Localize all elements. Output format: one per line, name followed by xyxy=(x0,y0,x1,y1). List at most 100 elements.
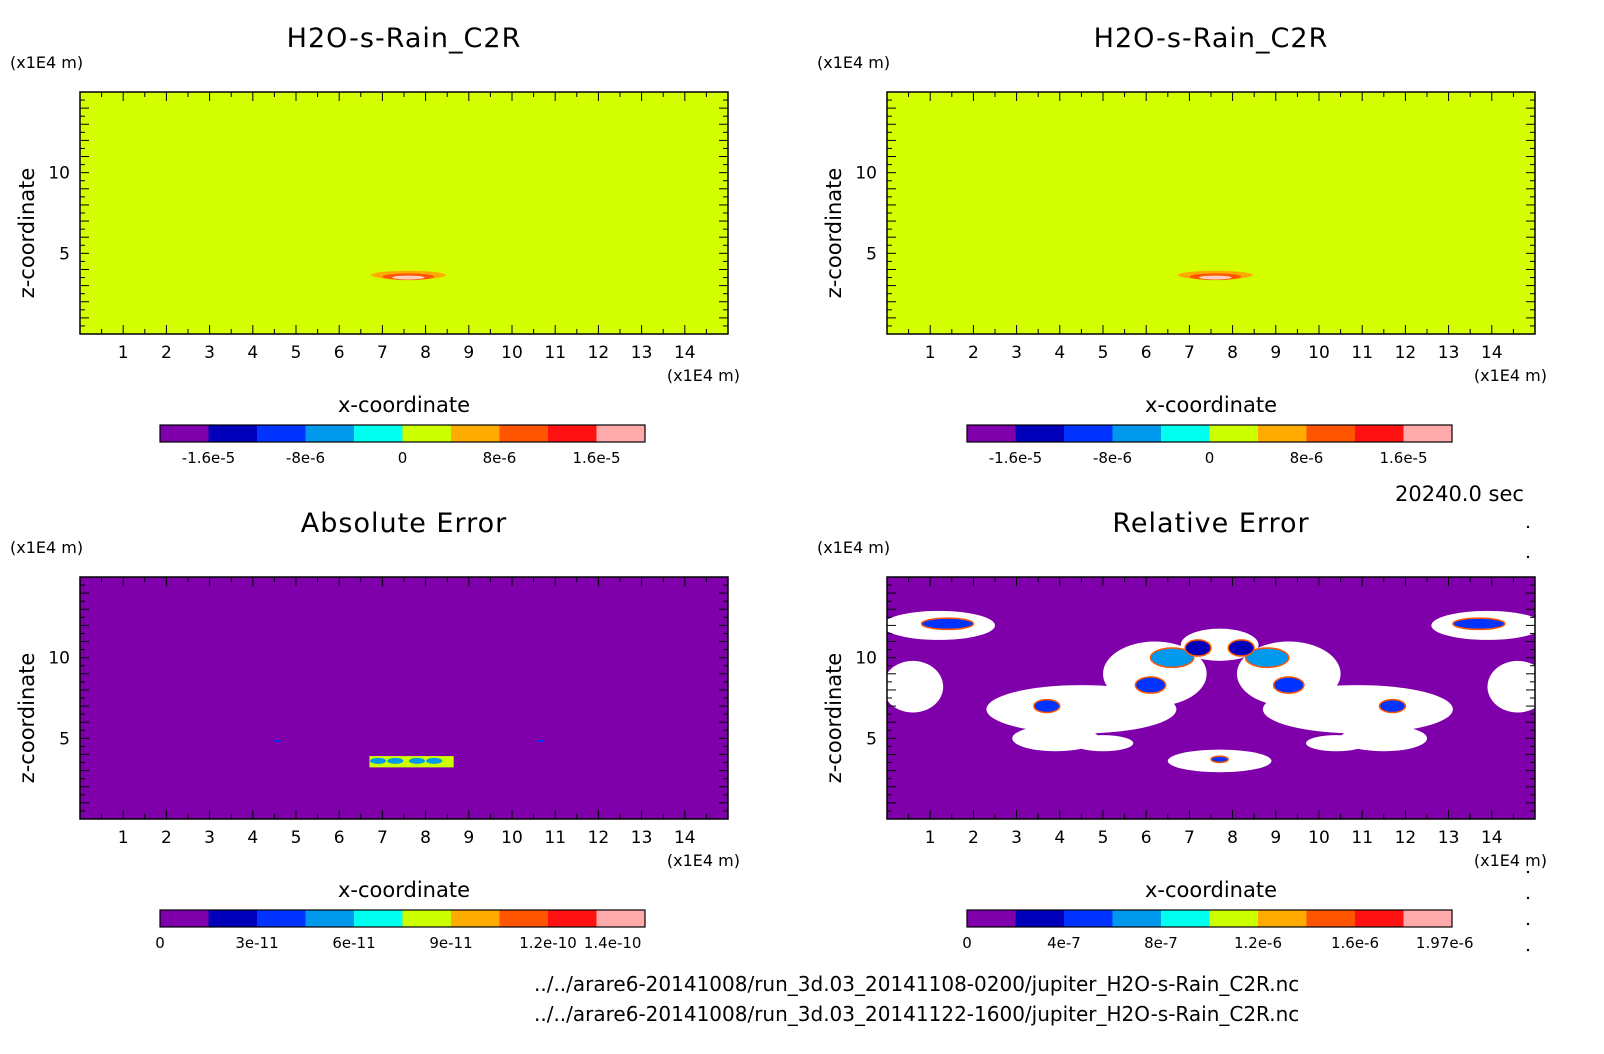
relative-error-core xyxy=(1210,755,1230,764)
colorbar-label: 1.2e-6 xyxy=(1234,934,1282,952)
colorbar-swatch xyxy=(967,425,1016,442)
colorbar-label: 8e-7 xyxy=(1144,934,1178,952)
chart-panel-2: H2O-s-Rain_C2R (x1E4 m) (x1E4 m) x-coordina… xyxy=(817,23,1547,467)
x-tick-label: 7 xyxy=(1184,343,1195,363)
x-tick-label: 13 xyxy=(631,343,653,363)
x-tick-label: 5 xyxy=(291,828,302,848)
error-spot xyxy=(370,757,387,764)
field-features xyxy=(274,739,544,768)
y-tick-label: 10 xyxy=(48,649,70,669)
relative-error-core xyxy=(920,617,975,631)
x-tick-label: 1 xyxy=(925,343,936,363)
error-spot xyxy=(426,757,443,764)
colorbar-swatch xyxy=(1112,425,1161,442)
x-axis-label: x-coordinate xyxy=(338,393,470,417)
chart-title: H2O-s-Rain_C2R xyxy=(287,23,522,54)
x-tick-label: 6 xyxy=(334,828,345,848)
y-axis-label: z-coordinate xyxy=(15,653,39,784)
colorbar-swatch xyxy=(1015,910,1064,927)
x-tick-label: 12 xyxy=(588,343,610,363)
x-tick-label: 4 xyxy=(247,343,258,363)
colorbar-swatch xyxy=(1112,910,1161,927)
x-tick-label: 8 xyxy=(1227,828,1238,848)
plot-area xyxy=(80,577,728,819)
x-tick-label: 11 xyxy=(544,343,566,363)
colorbar-swatch xyxy=(451,910,500,927)
margin-dot xyxy=(1526,896,1530,900)
x-tick-label: 4 xyxy=(247,828,258,848)
plot-area xyxy=(80,92,728,334)
error-spot xyxy=(387,757,404,764)
x-axis-label: x-coordinate xyxy=(338,878,470,902)
x-tick-label: 3 xyxy=(1011,828,1022,848)
colorbar-label: 1.6e-5 xyxy=(572,449,620,467)
x-tick-label: 13 xyxy=(1438,828,1460,848)
x-tick-label: 2 xyxy=(161,828,172,848)
x-axis-label: x-coordinate xyxy=(1145,878,1277,902)
colorbar-label: 1.97e-6 xyxy=(1416,934,1474,952)
x-tick-label: 10 xyxy=(1308,828,1330,848)
colorbar-swatch xyxy=(1258,425,1307,442)
x-tick-label: 9 xyxy=(463,828,474,848)
margin-dot xyxy=(1526,922,1530,926)
error-spot xyxy=(537,739,544,742)
x-tick-label: 12 xyxy=(1395,343,1417,363)
colorbar-swatch xyxy=(1403,425,1452,442)
x-tick-label: 5 xyxy=(1098,343,1109,363)
colorbar-label: -8e-6 xyxy=(286,449,325,467)
x-tick-label: 14 xyxy=(1481,343,1503,363)
chart-title: Relative Error xyxy=(1112,508,1309,539)
colorbar-swatch xyxy=(305,910,354,927)
colorbar-label: 0 xyxy=(1205,449,1215,467)
x-tick-label: 11 xyxy=(1351,343,1373,363)
margin-dot xyxy=(1526,525,1530,529)
x-tick-label: 9 xyxy=(463,343,474,363)
x-tick-label: 3 xyxy=(204,828,215,848)
x-tick-label: 5 xyxy=(1098,828,1109,848)
colorbar-swatch xyxy=(967,910,1016,927)
x-tick-label: 12 xyxy=(1395,828,1417,848)
y-tick-label: 5 xyxy=(866,729,877,749)
y-axis-label: z-coordinate xyxy=(822,168,846,299)
y-unit-label: (x1E4 m) xyxy=(10,53,83,72)
colorbar-frame xyxy=(159,424,646,443)
chart-panel-3: Absolute Error (x1E4 m) (x1E4 m) x-coordina… xyxy=(10,508,740,952)
colorbar-label: 0 xyxy=(155,934,165,952)
colorbar-swatch xyxy=(451,425,500,442)
colorbar-swatch xyxy=(1209,910,1258,927)
colorbar: -1.6e-5 -8e-6 0 8e-6 1.6e-5 xyxy=(966,424,1453,467)
y-tick-label: 5 xyxy=(866,244,877,264)
colorbar-label: 1.6e-6 xyxy=(1331,934,1379,952)
rain-blob-core xyxy=(1199,275,1232,280)
margin-dot xyxy=(1526,870,1530,874)
chart-title: Absolute Error xyxy=(301,508,507,539)
colorbar-swatch xyxy=(257,910,306,927)
relative-error-core xyxy=(1244,647,1290,669)
relative-error-region xyxy=(1306,735,1367,752)
relative-error-core xyxy=(1033,698,1061,714)
relative-error-core xyxy=(1134,676,1167,694)
colorbar-label: 8e-6 xyxy=(1290,449,1324,467)
x-tick-label: 12 xyxy=(588,828,610,848)
colorbar-frame xyxy=(966,424,1453,443)
x-tick-label: 7 xyxy=(377,828,388,848)
colorbar-swatch xyxy=(499,425,548,442)
x-unit-label: (x1E4 m) xyxy=(1474,366,1547,385)
margin-dot xyxy=(1526,555,1530,559)
colorbar-label: 9e-11 xyxy=(429,934,472,952)
x-tick-label: 2 xyxy=(968,343,979,363)
chart-panel-4: Relative Error (x1E4 m) (x1E4 m) x-coordina… xyxy=(817,508,1548,952)
colorbar-label: -8e-6 xyxy=(1093,449,1132,467)
colorbar-swatch xyxy=(1064,910,1113,927)
x-unit-label: (x1E4 m) xyxy=(667,366,740,385)
relative-error-core xyxy=(1378,698,1407,714)
error-spot xyxy=(274,739,281,742)
colorbar-frame xyxy=(159,909,646,928)
x-unit-label: (x1E4 m) xyxy=(667,851,740,870)
colorbar-swatch xyxy=(1306,425,1355,442)
y-unit-label: (x1E4 m) xyxy=(817,53,890,72)
colorbar-label: 6e-11 xyxy=(332,934,375,952)
relative-error-core xyxy=(1272,676,1305,694)
x-tick-label: 2 xyxy=(968,828,979,848)
plot-area xyxy=(887,92,1535,334)
